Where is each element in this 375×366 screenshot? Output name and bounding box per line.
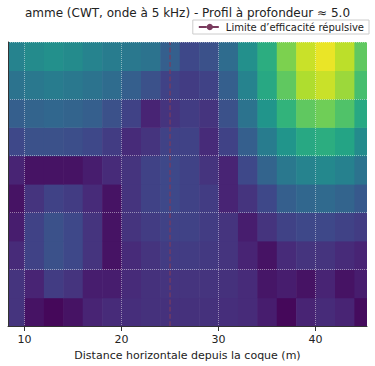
svg-text:40: 40: [309, 333, 323, 346]
svg-text:30: 30: [212, 333, 226, 346]
svg-text:Distance horizontale depuis la: Distance horizontale depuis la coque (m): [74, 349, 300, 362]
svg-text:20: 20: [115, 333, 129, 346]
svg-text:10: 10: [17, 333, 31, 346]
svg-text:amme (CWT, onde à 5 kHz) - Pro: amme (CWT, onde à 5 kHz) - Profil à prof…: [25, 6, 350, 20]
svg-text:Limite d’efficacité répulsive: Limite d’efficacité répulsive: [226, 22, 364, 33]
